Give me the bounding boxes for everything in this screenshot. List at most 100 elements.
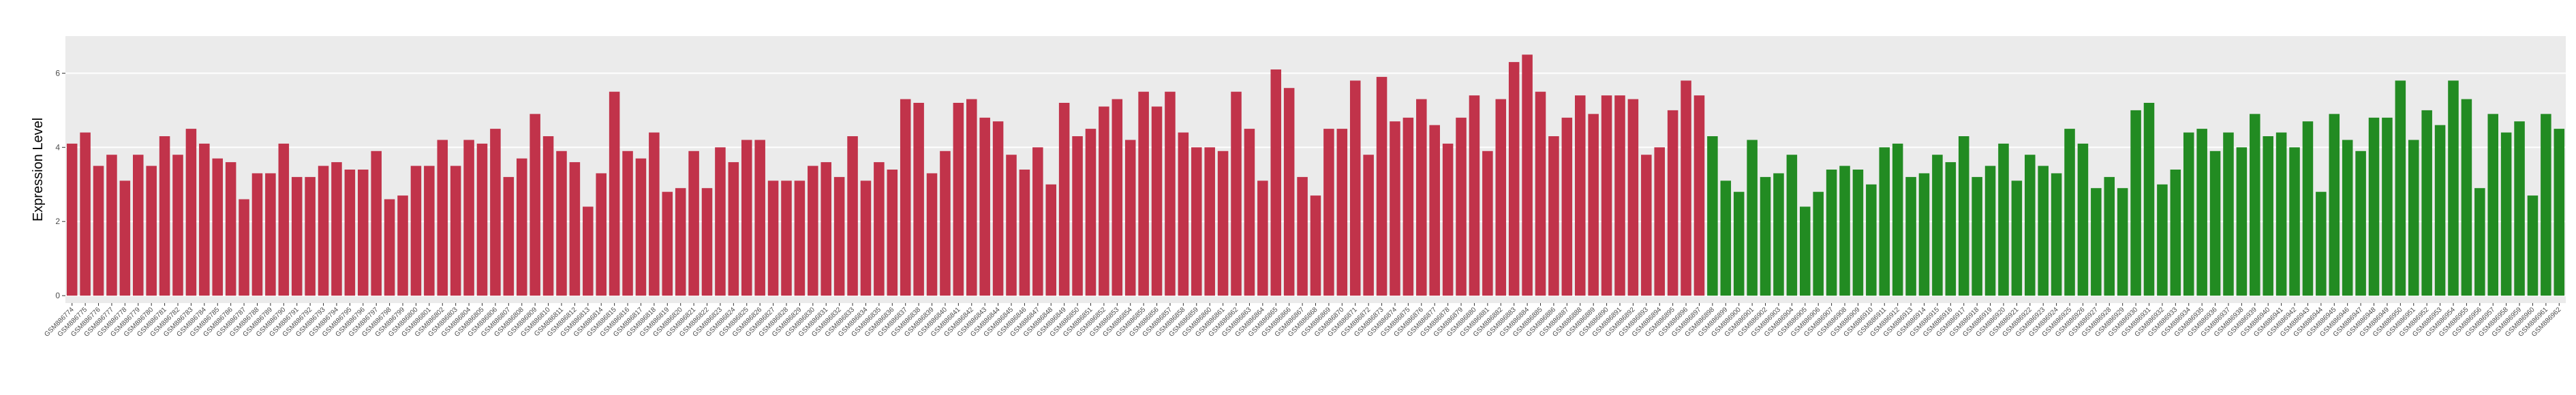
bar (953, 103, 964, 296)
bar (622, 151, 633, 296)
bar (675, 188, 686, 296)
bar (1456, 117, 1467, 296)
bar (2541, 114, 2551, 296)
bar (2236, 147, 2248, 296)
bar (1548, 136, 1559, 296)
bar (1601, 95, 1612, 296)
bar (1984, 165, 1996, 296)
bar (1469, 95, 1480, 296)
bar (1072, 136, 1083, 296)
bar (1800, 206, 1811, 296)
bar (1006, 155, 1017, 296)
bar (609, 91, 620, 296)
bar (463, 140, 474, 296)
bar (2250, 114, 2260, 296)
bar (278, 143, 290, 296)
bar (2500, 132, 2512, 296)
bar (2209, 151, 2221, 296)
bar (2091, 188, 2102, 296)
bar (2289, 147, 2300, 296)
bar (1085, 129, 1097, 296)
bar (913, 103, 924, 296)
bar (2302, 121, 2314, 296)
bar (635, 158, 647, 296)
bar (940, 151, 951, 296)
bar (2104, 176, 2115, 296)
bar (2051, 173, 2062, 296)
bar (1839, 165, 1850, 296)
bar (1178, 132, 1189, 296)
bar (2461, 99, 2472, 296)
bar (1429, 125, 1440, 296)
bar (1588, 114, 1599, 296)
bar (424, 165, 435, 296)
bar (2421, 110, 2432, 296)
bar (1323, 129, 1334, 296)
bar (1627, 99, 1639, 296)
bar (1390, 121, 1400, 296)
bar (2263, 136, 2273, 296)
bar (979, 117, 990, 296)
bar (2448, 80, 2459, 296)
bar (860, 180, 872, 296)
bar (1217, 151, 1229, 296)
bar (2527, 195, 2539, 296)
bar (1270, 69, 1282, 296)
bar (1138, 91, 1149, 296)
bar (1932, 155, 1943, 296)
bar (159, 136, 170, 296)
bar (1442, 143, 1454, 296)
bar (2025, 155, 2036, 296)
bar (649, 132, 660, 296)
bar (1958, 136, 1969, 296)
bar (1349, 80, 1361, 296)
bar (1813, 191, 1824, 296)
bar (1416, 99, 1427, 296)
bar (199, 143, 210, 296)
bar (93, 165, 104, 296)
bar (1297, 176, 1308, 296)
bar (146, 165, 157, 296)
bar (1866, 184, 1877, 296)
bar (1310, 195, 1321, 296)
bar (239, 199, 249, 296)
y-tick-label: 6 (55, 68, 60, 78)
bar (119, 180, 131, 296)
bar (1151, 106, 1163, 296)
bar (556, 151, 567, 296)
bar (754, 140, 765, 296)
bar (225, 162, 236, 296)
bar (2355, 151, 2366, 296)
bar (2554, 129, 2565, 296)
bar (542, 136, 554, 296)
bar (1707, 136, 1718, 296)
bar (2143, 103, 2155, 296)
bar (1376, 76, 1387, 296)
bar (1918, 173, 1930, 296)
bar (450, 165, 461, 296)
bar (2474, 188, 2485, 296)
bar (1522, 54, 1533, 296)
bar (265, 173, 276, 296)
bar (476, 143, 488, 296)
bar (2183, 132, 2194, 296)
bar (1045, 184, 1057, 296)
bar (808, 165, 818, 296)
bar (2342, 140, 2353, 296)
bar (2329, 114, 2340, 296)
bar (2077, 143, 2089, 296)
bar (358, 170, 369, 296)
bar (2487, 114, 2498, 296)
bar (1402, 117, 1414, 296)
bar (1204, 147, 1215, 296)
bar (992, 121, 1004, 296)
bar (847, 136, 858, 296)
bar (331, 162, 342, 296)
bar (1482, 151, 1493, 296)
bar (1191, 147, 1202, 296)
bar (1998, 143, 2009, 296)
bar (1535, 91, 1546, 296)
bar (1231, 91, 1242, 296)
bar (1244, 129, 1255, 296)
